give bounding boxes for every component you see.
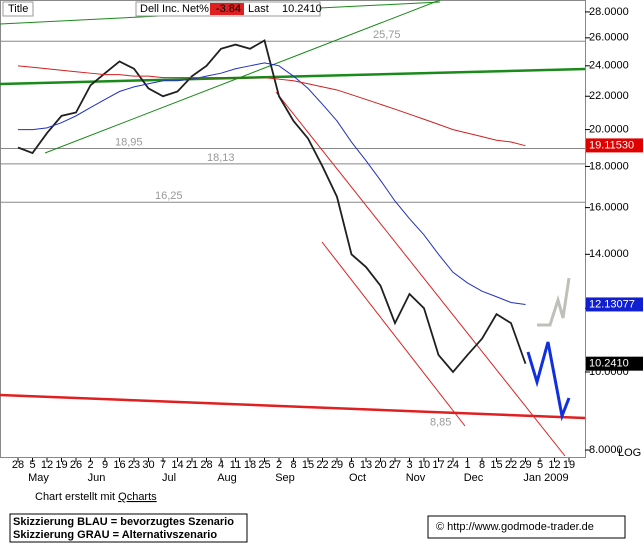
y-tick-label: 22.0000: [589, 90, 629, 102]
month-label: Dec: [464, 472, 484, 484]
series: [17, 39, 527, 374]
credit-text: Chart erstellt mit: [35, 491, 118, 503]
x-tick-label: 4: [218, 459, 224, 471]
x-tick-label: 18: [244, 459, 256, 471]
scenario-gray: [537, 277, 571, 327]
x-tick-label: 15: [302, 459, 314, 471]
month-label: Oct: [349, 472, 366, 484]
net-value: -3.84: [216, 3, 241, 15]
channel-line: [321, 241, 466, 427]
x-tick-label: 7: [160, 459, 166, 471]
log-label: LOG: [618, 447, 641, 459]
x-tick-label: 26: [70, 459, 82, 471]
month-label: May: [28, 472, 49, 484]
levels: [0, 40, 585, 203]
series-line: [17, 65, 526, 147]
y-tick-label: 16.0000: [589, 202, 629, 214]
x-tick-label: 2: [87, 459, 93, 471]
plot-frame: [0, 0, 586, 458]
note-blue: Skizzierung BLAU = bevorzugtes Szenario: [13, 516, 234, 528]
x-tick-label: 12: [548, 459, 560, 471]
x-tick-label: 23: [128, 459, 140, 471]
note-box: [9, 513, 248, 543]
y-tick-label: 14.0000: [589, 248, 629, 260]
x-tick-label: 3: [406, 459, 412, 471]
low-label: 8,85: [430, 417, 451, 429]
x-tick-label: 6: [348, 459, 354, 471]
x-tick-label: 11: [230, 459, 241, 471]
price-box: [586, 356, 643, 371]
price-label: 12.13077: [589, 298, 635, 310]
x-tick-label: 16: [113, 459, 125, 471]
series-line: [17, 39, 527, 374]
copyright-box: [427, 515, 626, 539]
x-tick-label: 13: [360, 459, 372, 471]
y-tick-label: 24.0000: [589, 60, 629, 72]
y-tick-label: 28.0000: [589, 6, 629, 18]
price-box: [586, 138, 643, 153]
x-tick-label: 24: [447, 459, 459, 471]
x-tick-label: 17: [432, 459, 444, 471]
x-tick-label: 28: [200, 459, 212, 471]
last-label: Last: [248, 3, 269, 15]
series-line: [18, 62, 526, 305]
x-tick-label: 10: [418, 459, 430, 471]
level-label: 18,95: [115, 136, 143, 148]
credit: Chart erstellt mit Qcharts: [35, 491, 157, 503]
month-label: Nov: [406, 472, 426, 484]
level-label: 16,25: [155, 190, 183, 202]
y-tick-label: 20.0000: [589, 123, 629, 135]
x-tick-label: 15: [490, 459, 502, 471]
net-label: Net%: [182, 3, 209, 15]
x-tick-label: 27: [389, 459, 401, 471]
x-tick-label: 28: [12, 459, 24, 471]
x-tick-label: 21: [186, 459, 198, 471]
x-tick-label: 2: [276, 459, 282, 471]
y-tick-label: 18.0000: [589, 160, 629, 172]
channel-line: [275, 91, 566, 457]
month-label: Aug: [217, 472, 237, 484]
y-tick-label: 8.0000: [589, 444, 623, 456]
month-label: Jul: [162, 472, 176, 484]
symbol: Dell Inc.: [140, 3, 180, 15]
x-tick-label: 8: [479, 459, 485, 471]
price-label: 10.2410: [589, 358, 629, 370]
net-box: [210, 3, 244, 15]
month-label: Jan 2009: [523, 472, 568, 484]
x-tick-label: 25: [258, 459, 270, 471]
level-label: 25,75: [373, 29, 401, 41]
month-label: Sep: [275, 472, 295, 484]
x-tick-label: 8: [290, 459, 296, 471]
x-tick-label: 19: [563, 459, 575, 471]
trend-line: [0, 67, 586, 86]
x-tick-label: 29: [331, 459, 343, 471]
x-tick-label: 19: [55, 459, 67, 471]
x-tick-label: 5: [537, 459, 543, 471]
note-gray: Skizzierung GRAU = Alternativszenario: [13, 529, 217, 541]
title-box: [2, 1, 34, 17]
x-tick-label: 29: [519, 459, 531, 471]
support-line: [0, 393, 586, 420]
trend-line: [44, 0, 441, 154]
price-box: [586, 297, 643, 312]
x-tick-label: 20: [374, 459, 386, 471]
credit-link[interactable]: Qcharts: [118, 491, 157, 503]
last-value: 10.2410: [282, 3, 322, 15]
month-label: Jun: [88, 472, 106, 484]
title: Title: [8, 3, 28, 15]
x-tick-label: 1: [464, 459, 470, 471]
y-tick-label: 26.0000: [589, 32, 629, 44]
x-tick-label: 14: [171, 459, 183, 471]
copyright: © http://www.godmode-trader.de: [436, 521, 594, 533]
x-tick-label: 5: [29, 459, 35, 471]
price-label: 19.11530: [589, 139, 634, 151]
scenario-blue: [526, 341, 571, 422]
x-tick-label: 30: [142, 459, 154, 471]
x-tick-label: 22: [505, 459, 517, 471]
x-tick-label: 12: [41, 459, 53, 471]
x-tick-label: 9: [102, 459, 108, 471]
level-label: 18,13: [207, 152, 235, 164]
x-tick-label: 22: [316, 459, 328, 471]
